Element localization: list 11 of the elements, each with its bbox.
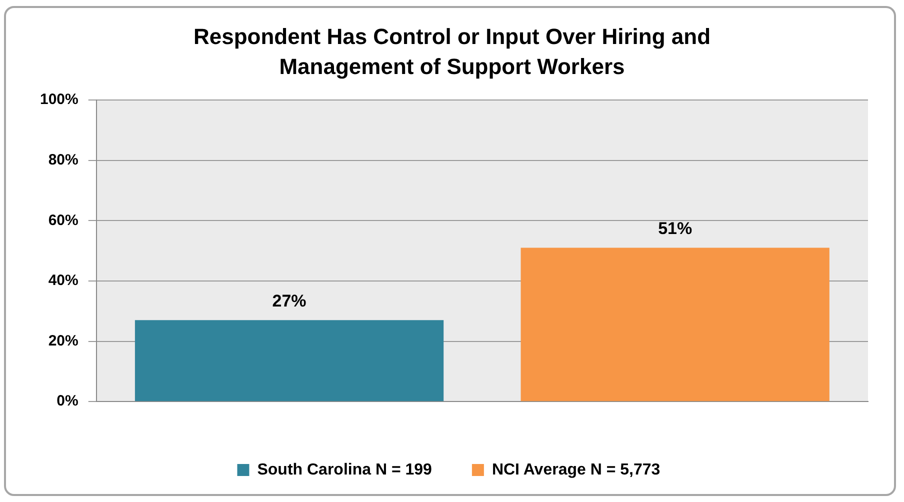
legend-label: South Carolina N = 199	[257, 461, 432, 478]
y-tick-label: 20%	[48, 332, 78, 350]
data-label: 51%	[658, 218, 692, 238]
chart-title: Respondent Has Control or Input Over Hiring and Management of Support Workers	[192, 23, 712, 81]
y-tick-label: 60%	[48, 212, 78, 229]
y-tick-label: 0%	[56, 392, 78, 410]
y-tick-label: 80%	[48, 151, 78, 168]
data-label: 27%	[272, 291, 306, 310]
y-tick-label: 40%	[48, 272, 78, 290]
y-tick-label: 100%	[40, 91, 78, 108]
legend-label: NCI Average N = 5,773	[492, 461, 660, 478]
